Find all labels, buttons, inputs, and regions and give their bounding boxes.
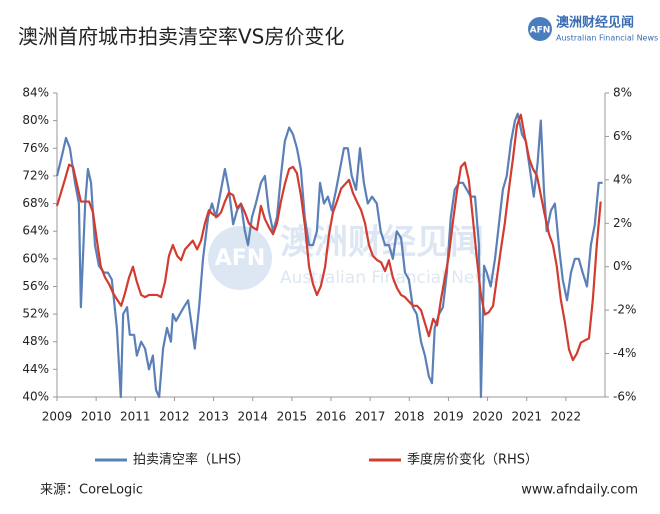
x-tick-label: 2017 — [355, 410, 386, 424]
y2-tick-label: -4% — [613, 346, 636, 360]
x-tick-label: 2013 — [198, 410, 229, 424]
y-tick-label: 56% — [22, 279, 49, 293]
logo-english: Australian Financial News — [556, 34, 658, 43]
x-tick-label: 2019 — [433, 410, 464, 424]
y2-tick-label: 4% — [613, 172, 632, 186]
x-tick-label: 2009 — [42, 410, 73, 424]
y2-tick-label: 0% — [613, 259, 632, 273]
x-tick-label: 2010 — [81, 410, 112, 424]
watermark-mark: AFN — [215, 246, 265, 271]
x-tick-label: 2014 — [237, 410, 268, 424]
x-tick-label: 2018 — [394, 410, 425, 424]
y-tick-label: 84% — [22, 86, 49, 100]
y-tick-label: 68% — [22, 196, 49, 210]
y-tick-label: 52% — [22, 307, 49, 321]
chart-title: 澳洲首府城市拍卖清空率VS房价变化 — [18, 25, 344, 49]
x-tick-label: 2016 — [316, 410, 347, 424]
y2-tick-label: -6% — [613, 390, 636, 404]
y-tick-label: 76% — [22, 141, 49, 155]
source-note: 来源：CoreLogic — [40, 483, 143, 498]
y-tick-label: 72% — [22, 168, 49, 182]
y2-tick-label: 6% — [613, 129, 632, 143]
y2-tick-label: 8% — [613, 86, 632, 100]
y-tick-label: 48% — [22, 334, 49, 348]
y2-tick-label: -2% — [613, 303, 636, 317]
legend-label: 季度房价变化（RHS） — [407, 452, 538, 468]
logo-name: 澳洲财经见闻 — [556, 15, 634, 31]
x-tick-label: 2021 — [511, 410, 542, 424]
series-line — [55, 113, 602, 362]
y-tick-label: 44% — [22, 362, 49, 376]
legend-label: 拍卖清空率（LHS） — [133, 452, 249, 468]
y-tick-label: 40% — [22, 390, 49, 404]
y-tick-label: 64% — [22, 224, 49, 238]
x-tick-label: 2015 — [277, 410, 308, 424]
x-tick-label: 2011 — [120, 410, 151, 424]
x-tick-label: 2012 — [159, 410, 190, 424]
x-tick-label: 2020 — [472, 410, 503, 424]
logo-mark: AFN — [530, 26, 551, 36]
x-tick-label: 2022 — [551, 410, 582, 424]
watermark-name: 澳洲财经见闻 — [280, 223, 484, 263]
y2-tick-label: 2% — [613, 216, 632, 230]
series-line — [55, 112, 603, 399]
website: www.afndaily.com — [521, 483, 638, 498]
watermark: AFN 澳洲财经见闻 Australian Financial News — [208, 223, 497, 290]
logo-badge — [528, 17, 552, 41]
y-tick-label: 80% — [22, 113, 49, 127]
y-tick-label: 60% — [22, 251, 49, 265]
watermark-badge — [208, 226, 272, 290]
